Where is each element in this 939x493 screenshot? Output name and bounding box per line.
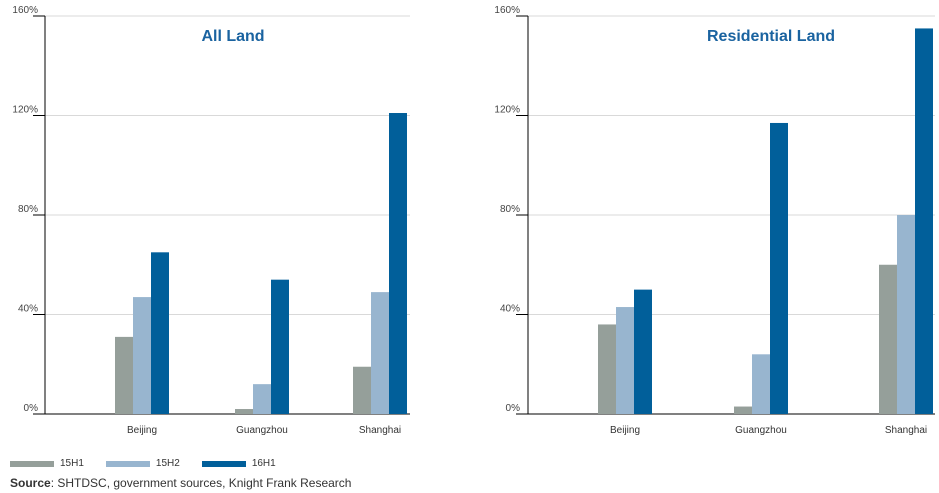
bar-15h2-beijing [133,297,151,414]
legend-label-15h1: 15H1 [60,458,84,469]
legend-swatch-15h2 [105,460,150,467]
x-category-label: Guangzhou [735,425,787,436]
bar-15h1-guangzhou [235,409,253,414]
y-tick-label: 40% [18,304,38,315]
x-category-label: Shanghai [359,425,401,436]
bar-16h1-guangzhou [271,279,289,414]
y-tick-label: 160% [12,5,38,16]
x-category-label: Guangzhou [236,425,288,436]
legend-item-15h2: 15H2 [105,458,180,469]
bar-15h2-guangzhou [253,384,271,414]
y-tick-label: 120% [494,105,520,116]
bar-16h1-guangzhou [770,122,788,415]
y-tick-label: 0% [24,403,39,414]
legend-label-16h1: 16H1 [251,458,276,469]
y-tick-label: 80% [500,204,520,215]
legend-item-15h1: 15H1 [10,458,84,469]
bar-16h1-shanghai [915,28,933,414]
y-tick-label: 0% [506,403,521,414]
y-tick-label: 40% [500,304,520,315]
bar-15h1-shanghai [353,366,371,414]
bar-16h1-beijing [634,289,652,414]
chart-title: Residential Land [707,28,835,45]
bar-15h2-guangzhou [752,354,770,414]
chart-panel-2: 0% 40% 80% 120% 160% Beijing Guangzhou Shanghai… [494,5,935,436]
bar-16h1-shanghai [389,113,407,414]
x-category-label: Beijing [127,425,157,436]
source-note: Source: SHTDSC, government sources, Knig… [10,476,351,490]
legend-item-16h1: 16H1 [201,458,276,469]
source-text: : SHTDSC, government sources, Knight Fra… [50,476,352,490]
y-tick-label: 120% [12,105,38,116]
bar-16h1-beijing [151,252,169,414]
legend-label-15h2: 15H2 [155,458,180,469]
legend: 15H1 15H2 16H1 [10,458,298,469]
bar-15h1-beijing [598,324,616,414]
bar-15h2-beijing [616,307,634,414]
bar-15h1-beijing [115,336,133,414]
chart-panel-1: 0% 40% 80% 120% 160% Beijing Guangzhou Shanghai… [12,5,410,436]
bar-15h2-shanghai [897,215,915,414]
legend-swatch-16h1 [201,460,246,467]
source-label: Source [10,476,51,490]
charts-canvas: 0% 40% 80% 120% 160% Beijing Guangzhou Shanghai… [12,5,935,436]
legend-swatch-15h1 [10,460,54,467]
chart-title: All Land [201,28,264,45]
x-category-label: Beijing [610,425,640,436]
bar-15h1-guangzhou [734,406,752,414]
y-tick-label: 80% [18,204,38,215]
bar-15h2-shanghai [371,292,389,414]
y-tick-label: 160% [494,5,520,16]
bar-15h1-shanghai [879,264,897,414]
x-category-label: Shanghai [885,425,927,436]
